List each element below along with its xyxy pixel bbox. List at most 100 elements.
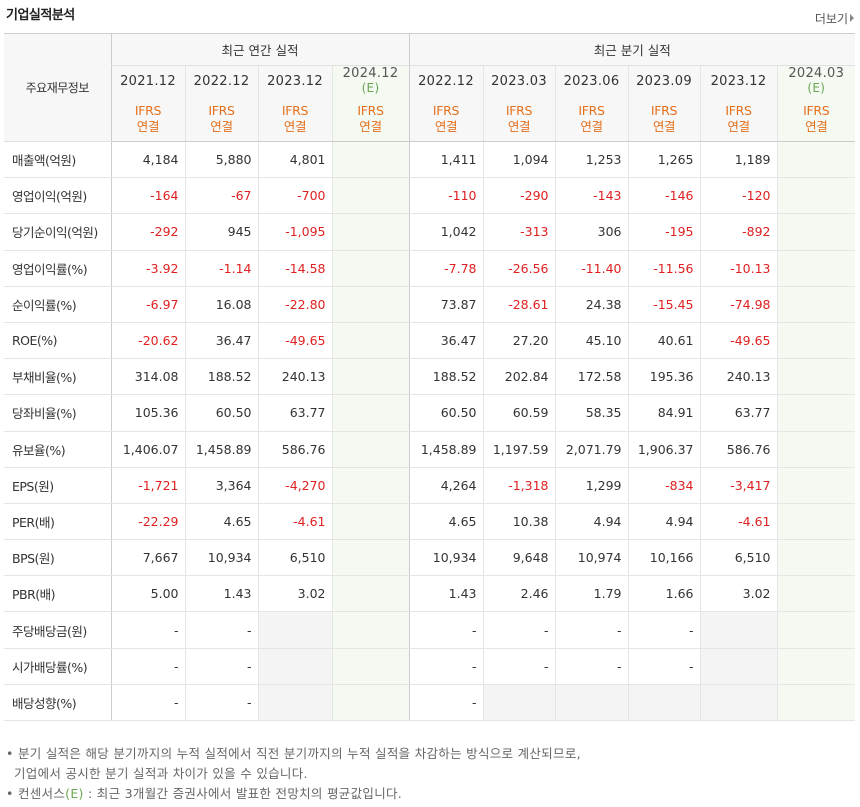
annual-value-cell: -67 [184,177,258,215]
annual-value-cell: 1,406.07 [110,431,185,468]
annual-value-cell: 4.65 [184,503,258,541]
quarter-value-cell [776,575,856,613]
ifrs-label: IFRS [803,102,830,118]
row-label: 시가배당률(%) [4,648,111,685]
quarter-value-cell [776,394,856,432]
consolidated-label: 연결 [210,118,233,134]
quarter-value-cell: 60.50 [408,394,484,432]
footnote-text: 분기 실적은 해당 분기까지의 누적 실적에서 직전 분기까지의 누적 실적을 … [17,746,581,761]
ifrs-header: IFRS 연결 [699,96,778,142]
annual-value-cell: -22.80 [257,286,332,323]
row-label: 배당성향(%) [4,684,111,722]
ifrs-header: IFRS 연결 [184,96,258,142]
quarter-value-cell: -1,318 [482,466,556,504]
row-label: 순이익률(%) [4,286,111,323]
annual-value-cell: -4,270 [257,466,332,504]
quarter-value-cell [699,648,778,685]
table-row: 당좌비율(%) 105.36 60.50 63.77 60.50 60.59 58.35 84… [4,394,856,432]
quarter-value-cell: 172.58 [554,358,629,396]
annual-value-cell [331,141,410,179]
table-row: PBR(배) 5.00 1.43 3.02 1.43 2.46 1.79 1.66 3.02 [4,575,856,613]
quarter-value-cell: 1,411 [408,141,484,179]
ifrs-header: IFRS 연결 [110,96,185,142]
estimate-mark: (E) [361,81,380,96]
annual-value-cell: 3.02 [257,575,332,613]
ifrs-header: IFRS 연결 [776,96,856,142]
annual-value-cell: - [184,648,258,685]
annual-value-cell [331,539,410,577]
row-label: PBR(배) [4,575,111,613]
annual-value-cell: 36.47 [184,322,258,360]
quarter-value-cell: -290 [482,177,556,215]
consolidated-label: 연결 [805,118,828,134]
more-link[interactable]: 더보기 [815,10,854,27]
quarter-value-cell: 1,094 [482,141,556,179]
annual-period-header: 2024.12 (E) [331,65,410,97]
annual-value-cell: - [184,684,258,722]
annual-value-cell: 6,510 [257,539,332,577]
annual-value-cell [331,249,410,287]
header-group-row: 주요재무정보 최근 연간 실적 최근 분기 실적 [4,33,856,142]
quarter-period-header: 2023.03 [482,65,556,97]
annual-value-cell: -14.58 [257,249,332,287]
quarter-value-cell: 10,974 [554,539,629,577]
annual-value-cell [331,213,410,251]
table-row: 순이익률(%) -6.97 16.08 -22.80 73.87 -28.61 24.38-… [4,286,856,323]
ifrs-label: IFRS [578,102,605,118]
annual-value-cell: -3.92 [110,249,185,287]
quarter-value-cell [776,503,856,541]
row-label: ROE(%) [4,322,111,360]
annual-value-cell [331,575,410,613]
annual-value-cell: -4.61 [257,503,332,541]
quarter-value-cell: 24.38 [554,286,629,323]
annual-value-cell: -1,721 [110,466,185,504]
quarter-period-header: 2023.12 [699,65,778,97]
table-row: 당기순이익(억원) -292 945 -1,095 1,042 -313 306 -195 -8… [4,213,856,251]
quarter-value-cell [699,684,778,722]
annual-value-cell: 4,184 [110,141,185,179]
annual-value-cell: -700 [257,177,332,215]
annual-value-cell: 5,880 [184,141,258,179]
header-period-row: 2021.12 2022.12 2023.12 2024.12 (E) 2022.12 20… [4,65,856,97]
row-label: 영업이익(억원) [4,177,111,215]
row-label: 주당배당금(원) [4,611,111,649]
quarter-value-cell: -49.65 [699,322,778,360]
annual-value-cell: 240.13 [257,358,332,396]
quarter-value-cell: -26.56 [482,249,556,287]
ifrs-header: IFRS 연결 [257,96,332,142]
table-row: 매출액(억원) 4,184 5,880 4,801 1,411 1,094 1,253 1,2… [4,141,856,179]
annual-value-cell: -20.62 [110,322,185,360]
quarter-value-cell [776,177,856,215]
ifrs-header: IFRS 연결 [482,96,556,142]
quarter-value-cell: -7.78 [408,249,484,287]
quarter-value-cell [776,213,856,251]
annual-value-cell: -164 [110,177,185,215]
quarter-value-cell: - [482,648,556,685]
ifrs-label: IFRS [208,102,235,118]
quarter-value-cell: - [554,648,629,685]
quarter-value-cell: -195 [627,213,701,251]
annual-value-cell [331,358,410,396]
consolidated-label: 연결 [507,118,531,134]
consolidated-label: 연결 [580,118,603,134]
quarter-value-cell: -146 [627,177,701,215]
ifrs-label: IFRS [281,102,309,118]
annual-value-cell: -49.65 [257,322,332,360]
footnote-quarterly-cont: 기업에서 공시한 분기 실적과 차이가 있을 수 있습니다. [14,766,308,781]
quarter-value-cell: -11.56 [627,249,701,287]
quarter-value-cell [776,466,856,504]
annual-value-cell: - [110,684,185,722]
annual-value-cell: 1.43 [184,575,258,613]
quarter-value-cell: 10,166 [627,539,701,577]
quarter-value-cell: 4.65 [408,503,484,541]
annual-value-cell: 16.08 [184,286,258,323]
quarter-value-cell [776,249,856,287]
quarter-value-cell: 4.94 [627,503,701,541]
ifrs-label: IFRS [650,102,678,118]
table-row: 영업이익(억원) -164 -67 -700 -110 -290 -143 -146 -120 [4,177,856,215]
row-label: 유보율(%) [4,431,111,468]
footnote-consensus: • 컨센서스(E) : 최근 3개월간 증권사에서 발표한 전망치의 평균값입니… [6,786,403,801]
estimate-mark: (E) [65,786,84,801]
ifrs-label: IFRS [357,102,384,118]
annual-value-cell [331,684,410,722]
